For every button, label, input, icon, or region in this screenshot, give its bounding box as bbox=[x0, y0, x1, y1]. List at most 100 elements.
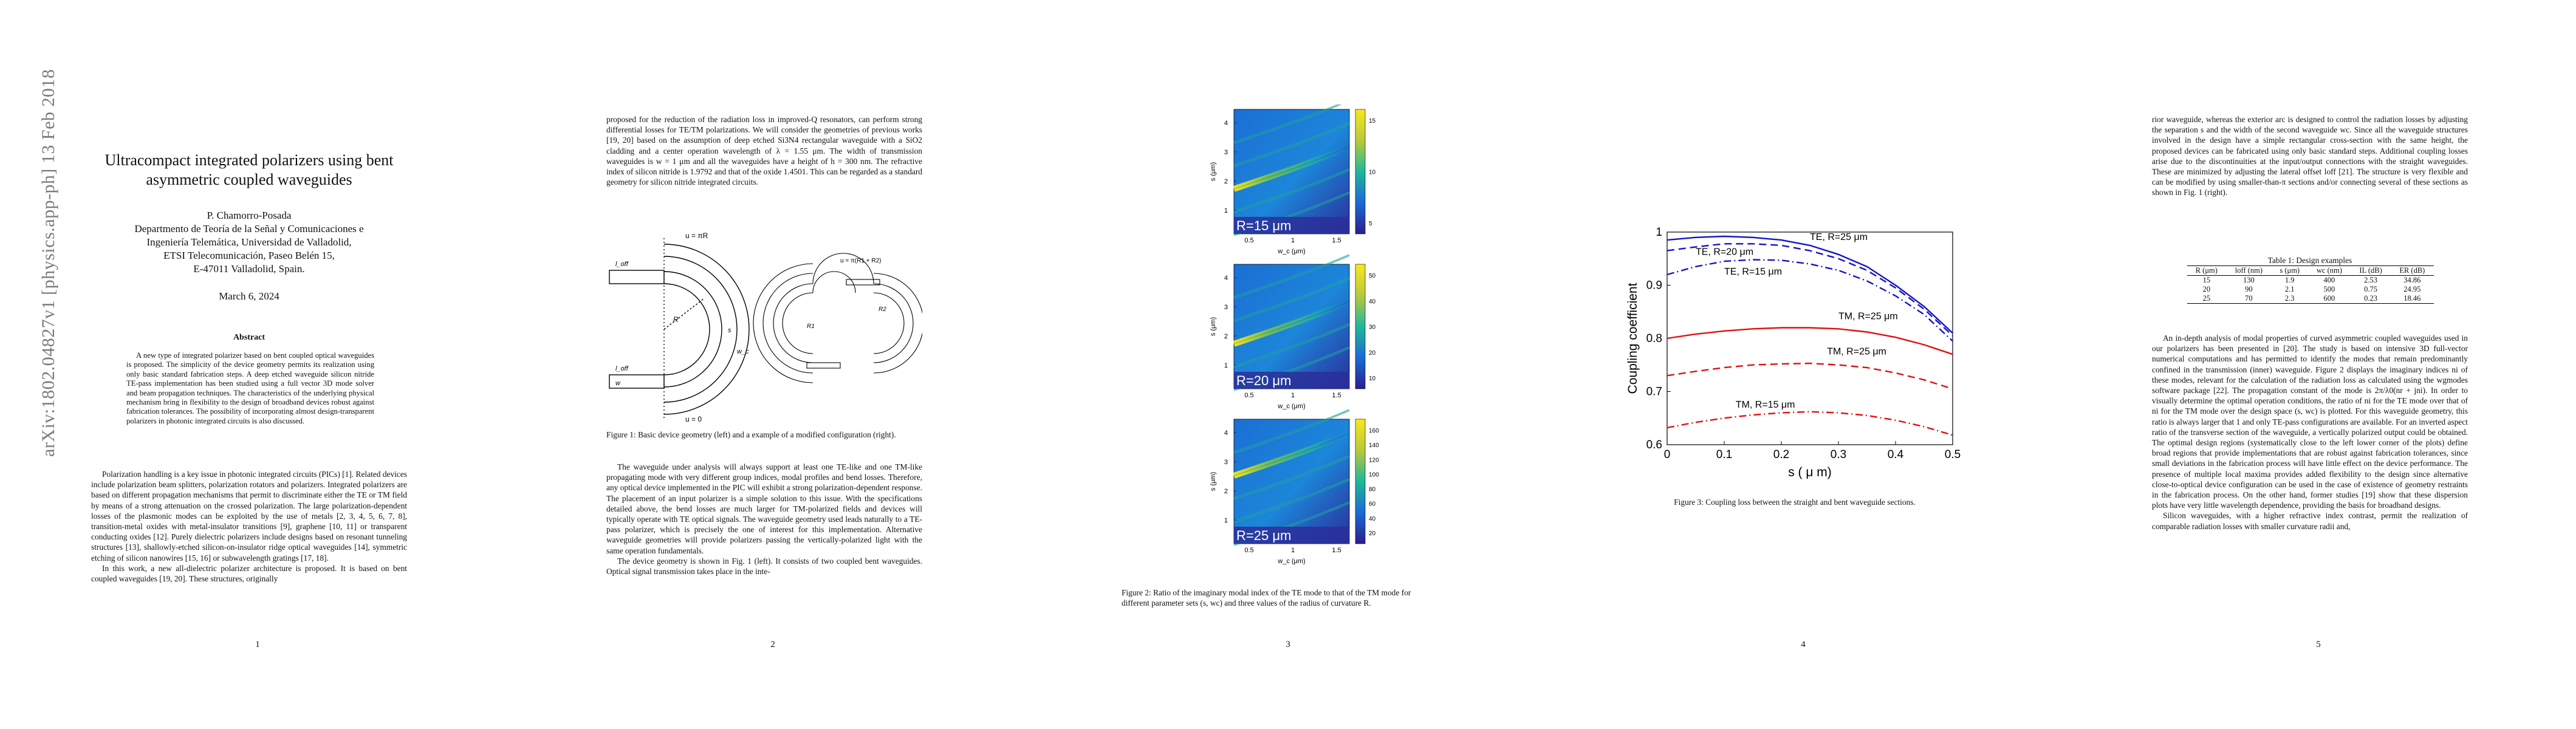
page-2: proposed for the reduction of the radiat… bbox=[515, 0, 1030, 729]
figure-2-caption: Figure 2: Ratio of the imaginary modal i… bbox=[1122, 588, 1411, 608]
figure-1-caption: Figure 1: Basic device geometry (left) a… bbox=[606, 430, 896, 439]
table-cell: 2.53 bbox=[2364, 276, 2378, 284]
table-cell: 34.86 bbox=[2403, 276, 2421, 284]
colorbar bbox=[1355, 109, 1366, 234]
y-tick-label: 2 bbox=[1224, 488, 1228, 495]
page-1: arXiv:1802.04827v1 [physics.app-ph] 13 F… bbox=[0, 0, 515, 729]
colorbar-tick-label: 140 bbox=[1369, 442, 1379, 449]
colorbar-tick-label: 50 bbox=[1369, 273, 1376, 279]
y-tick-label: 4 bbox=[1224, 275, 1228, 282]
contour-line bbox=[1233, 278, 1350, 321]
page-4: 0 0.1 0.2 0.3 0.4 0.5 0.6 0.7 0.8 0.9 1 s ( μ m) Cou… bbox=[1546, 0, 2061, 729]
arxiv-stamp[interactable]: arXiv:1802.04827v1 [physics.app-ph] 13 F… bbox=[38, 69, 58, 457]
x-axis-label: s ( μ m) bbox=[1788, 465, 1832, 479]
low-region bbox=[1234, 527, 1349, 544]
x-tick-label: 0.4 bbox=[1888, 448, 1904, 461]
colorbar-tick-label: 5 bbox=[1369, 221, 1372, 227]
author-name: P. Chamorro-Posada bbox=[207, 210, 292, 221]
contour-line bbox=[1233, 104, 1340, 143]
fig-label-r1: R1 bbox=[807, 323, 815, 330]
contour-line bbox=[1233, 146, 1350, 190]
x-tick-label: 0 bbox=[1664, 448, 1671, 461]
affiliation-line: ETSI Telecomunicación, Paseo Belén 15, bbox=[163, 250, 335, 261]
y-tick-label: 3 bbox=[1224, 149, 1228, 156]
table-cell: 70 bbox=[2225, 294, 2272, 304]
affiliation-line: Departmento de Teoría de la Señal y Comu… bbox=[134, 223, 364, 234]
contour-line bbox=[1233, 479, 1350, 522]
table-cell: 600 bbox=[2307, 294, 2351, 304]
y-axis-label: Coupling coefficient bbox=[1626, 282, 1640, 394]
colorbar-tick-label: 15 bbox=[1369, 118, 1376, 125]
body-text-page2-bottom: The waveguide under analysis will always… bbox=[606, 462, 922, 577]
table-cell: 1.9 bbox=[2284, 276, 2295, 284]
table-cell: 130 bbox=[2243, 276, 2255, 284]
paper-date: March 6, 2024 bbox=[219, 290, 279, 302]
y-tick-label: 3 bbox=[1224, 459, 1228, 466]
y-tick-label: 4 bbox=[1224, 430, 1228, 437]
x-axis-label: w_c (μm) bbox=[1277, 248, 1305, 255]
table-row: 25 70 2.3 600 0.23 18.46 bbox=[2187, 294, 2434, 304]
colorbar-tick-label: 10 bbox=[1369, 169, 1376, 176]
low-region bbox=[1234, 372, 1349, 389]
fig-label-loff-bottom: l_off bbox=[615, 365, 629, 372]
table-cell: 2.3 bbox=[2272, 294, 2308, 304]
affiliation-line: E-47011 Valladolid, Spain. bbox=[193, 263, 305, 275]
heatmap-panel: R=25 μm 4 3 2 1 s (μm) 0.5 1 1.5 w_c (μm) 160 140 12… bbox=[1210, 409, 1379, 565]
y-tick-label: 0.8 bbox=[1646, 332, 1662, 345]
colorbar-tick-label: 30 bbox=[1369, 324, 1376, 331]
abstract-heading: Abstract bbox=[233, 333, 265, 342]
abstract: A new type of integrated polarizer based… bbox=[126, 351, 374, 426]
table-cell: 25 bbox=[2187, 294, 2226, 304]
fig-label-modified-u: u = π(R1 + R2) bbox=[840, 258, 881, 264]
panel-radius-label: R=15 μm bbox=[1236, 218, 1291, 233]
y-tick-label: 2 bbox=[1224, 178, 1228, 185]
body-text-page1: Polarization handling is a key issue in … bbox=[91, 469, 407, 584]
panel-radius-label: R=25 μm bbox=[1236, 528, 1291, 543]
y-tick-label: 3 bbox=[1224, 304, 1228, 311]
table-header: s (μm) bbox=[2272, 265, 2308, 276]
x-tick-label: 1.5 bbox=[1332, 237, 1341, 244]
table-cell: 90 bbox=[2245, 285, 2253, 293]
table-cell: 20 bbox=[2202, 285, 2211, 293]
contour-line bbox=[1233, 456, 1350, 499]
heatmap-panel: R=15 μm 4 3 2 1 s (μm) 0.5 1 1.5 w_c (μm) 15 10 5 bbox=[1210, 104, 1376, 255]
colorbar-tick-label: 120 bbox=[1369, 457, 1379, 464]
page-number: 5 bbox=[2316, 640, 2321, 649]
x-tick-label: 1.5 bbox=[1332, 392, 1341, 399]
paragraph: rior waveguide, whereas the exterior arc… bbox=[2152, 115, 2468, 197]
colorbar bbox=[1355, 264, 1366, 389]
table-cell: 0.75 bbox=[2364, 285, 2378, 293]
series-line bbox=[1667, 327, 1953, 355]
table-cell: 24.95 bbox=[2403, 285, 2421, 293]
paragraph: proposed for the reduction of the radiat… bbox=[606, 115, 922, 187]
fig-label-r2: R2 bbox=[879, 306, 886, 313]
design-examples-table: R (μm) loff (nm) s (μm) wc (nm) IL (dB) … bbox=[2187, 265, 2434, 304]
series-line bbox=[1667, 243, 1953, 337]
contour-line bbox=[1233, 433, 1350, 476]
series-line bbox=[1667, 411, 1953, 436]
modified-geometry-drawing bbox=[753, 253, 922, 383]
table-header: ER (dB) bbox=[2390, 265, 2434, 276]
table-row: 20 90 2.1 500 0.75 24.95 bbox=[2187, 285, 2434, 294]
contour-line bbox=[1233, 409, 1350, 453]
body-text-page5-top: rior waveguide, whereas the exterior arc… bbox=[2152, 114, 2468, 198]
colorbar-tick-label: 60 bbox=[1369, 501, 1376, 508]
series-line bbox=[1667, 235, 1953, 334]
table-header-row: R (μm) loff (nm) s (μm) wc (nm) IL (dB) … bbox=[2187, 265, 2434, 276]
y-tick-label: 4 bbox=[1224, 120, 1228, 127]
paragraph: The device geometry is shown in Fig. 1 (… bbox=[606, 556, 922, 577]
series-label: TM, R=15 μm bbox=[1736, 400, 1795, 410]
figure-2-heatmaps: R=15 μm 4 3 2 1 s (μm) 0.5 1 1.5 w_c (μm) 15 10 5 R=2… bbox=[1210, 104, 1379, 565]
affiliation-line: Ingeniería Telemática, Universidad de Va… bbox=[146, 236, 352, 248]
page-number: 2 bbox=[770, 640, 775, 649]
x-tick-label: 0.3 bbox=[1831, 448, 1846, 461]
page-number: 4 bbox=[1801, 640, 1806, 649]
paragraph: Silicon waveguides, with a higher refrac… bbox=[2152, 511, 2468, 531]
body-text-page2-top: proposed for the reduction of the radiat… bbox=[606, 114, 922, 187]
contour-line bbox=[1233, 301, 1350, 344]
table-1-title: Table 1: Design examples bbox=[2267, 256, 2352, 265]
panel-radius-label: R=20 μm bbox=[1236, 373, 1291, 388]
contour-line bbox=[1233, 123, 1350, 166]
x-tick-label: 1 bbox=[1291, 547, 1295, 554]
page-5: rior waveguide, whereas the exterior arc… bbox=[2061, 0, 2576, 729]
